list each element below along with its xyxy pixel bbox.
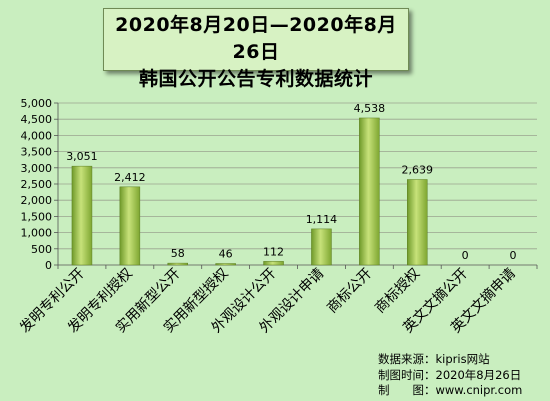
data-label: 1,114 — [306, 213, 338, 226]
y-tick-label: 5,000 — [21, 97, 53, 110]
y-tick-label: 4,500 — [21, 113, 53, 126]
chart-title-line2: 韩国公开公告专利数据统计 — [138, 68, 373, 90]
data-label: 58 — [171, 247, 185, 260]
y-tick-label: 1,500 — [21, 210, 53, 223]
bar — [119, 186, 141, 266]
x-tick-label: 商标公开 — [324, 266, 375, 317]
y-tick-label: 1,000 — [21, 227, 53, 240]
bar — [407, 179, 428, 266]
y-tick-label: 0 — [45, 259, 52, 272]
chart-title-box: 2020年8月20日—2020年8月26日 韩国公开公告专利数据统计 — [103, 8, 409, 90]
data-label: 2,412 — [114, 171, 146, 184]
y-tick-label: 2,500 — [21, 178, 53, 191]
date-line: 制图时间：2020年8月26日 — [378, 367, 522, 382]
y-tick-label: 4,000 — [21, 129, 53, 142]
data-label: 0 — [510, 249, 517, 262]
author-line: 制 图：www.cnipr.com — [378, 383, 523, 397]
source-line: 数据来源：kipris网站 — [378, 352, 490, 366]
bar — [167, 262, 188, 266]
y-tick-label: 3,500 — [21, 146, 53, 159]
data-label: 4,538 — [354, 102, 386, 115]
data-label: 3,051 — [66, 150, 98, 163]
data-label: 46 — [219, 248, 233, 261]
bar — [71, 165, 93, 266]
data-label: 112 — [263, 245, 284, 258]
chart-title-line1: 2020年8月20日—2020年8月26日 — [115, 14, 397, 63]
data-label: 2,639 — [402, 163, 434, 176]
y-tick-label: 2,000 — [21, 194, 53, 207]
bar — [311, 228, 332, 266]
y-tick-label: 500 — [31, 243, 52, 256]
y-tick-label: 3,000 — [21, 162, 53, 175]
source-notes: 数据来源：kipris网站 制图时间：2020年8月26日 制 图：www.cn… — [378, 352, 548, 399]
data-label: 0 — [462, 249, 469, 262]
bar — [215, 263, 236, 266]
bar — [263, 261, 284, 266]
bar — [359, 117, 380, 266]
